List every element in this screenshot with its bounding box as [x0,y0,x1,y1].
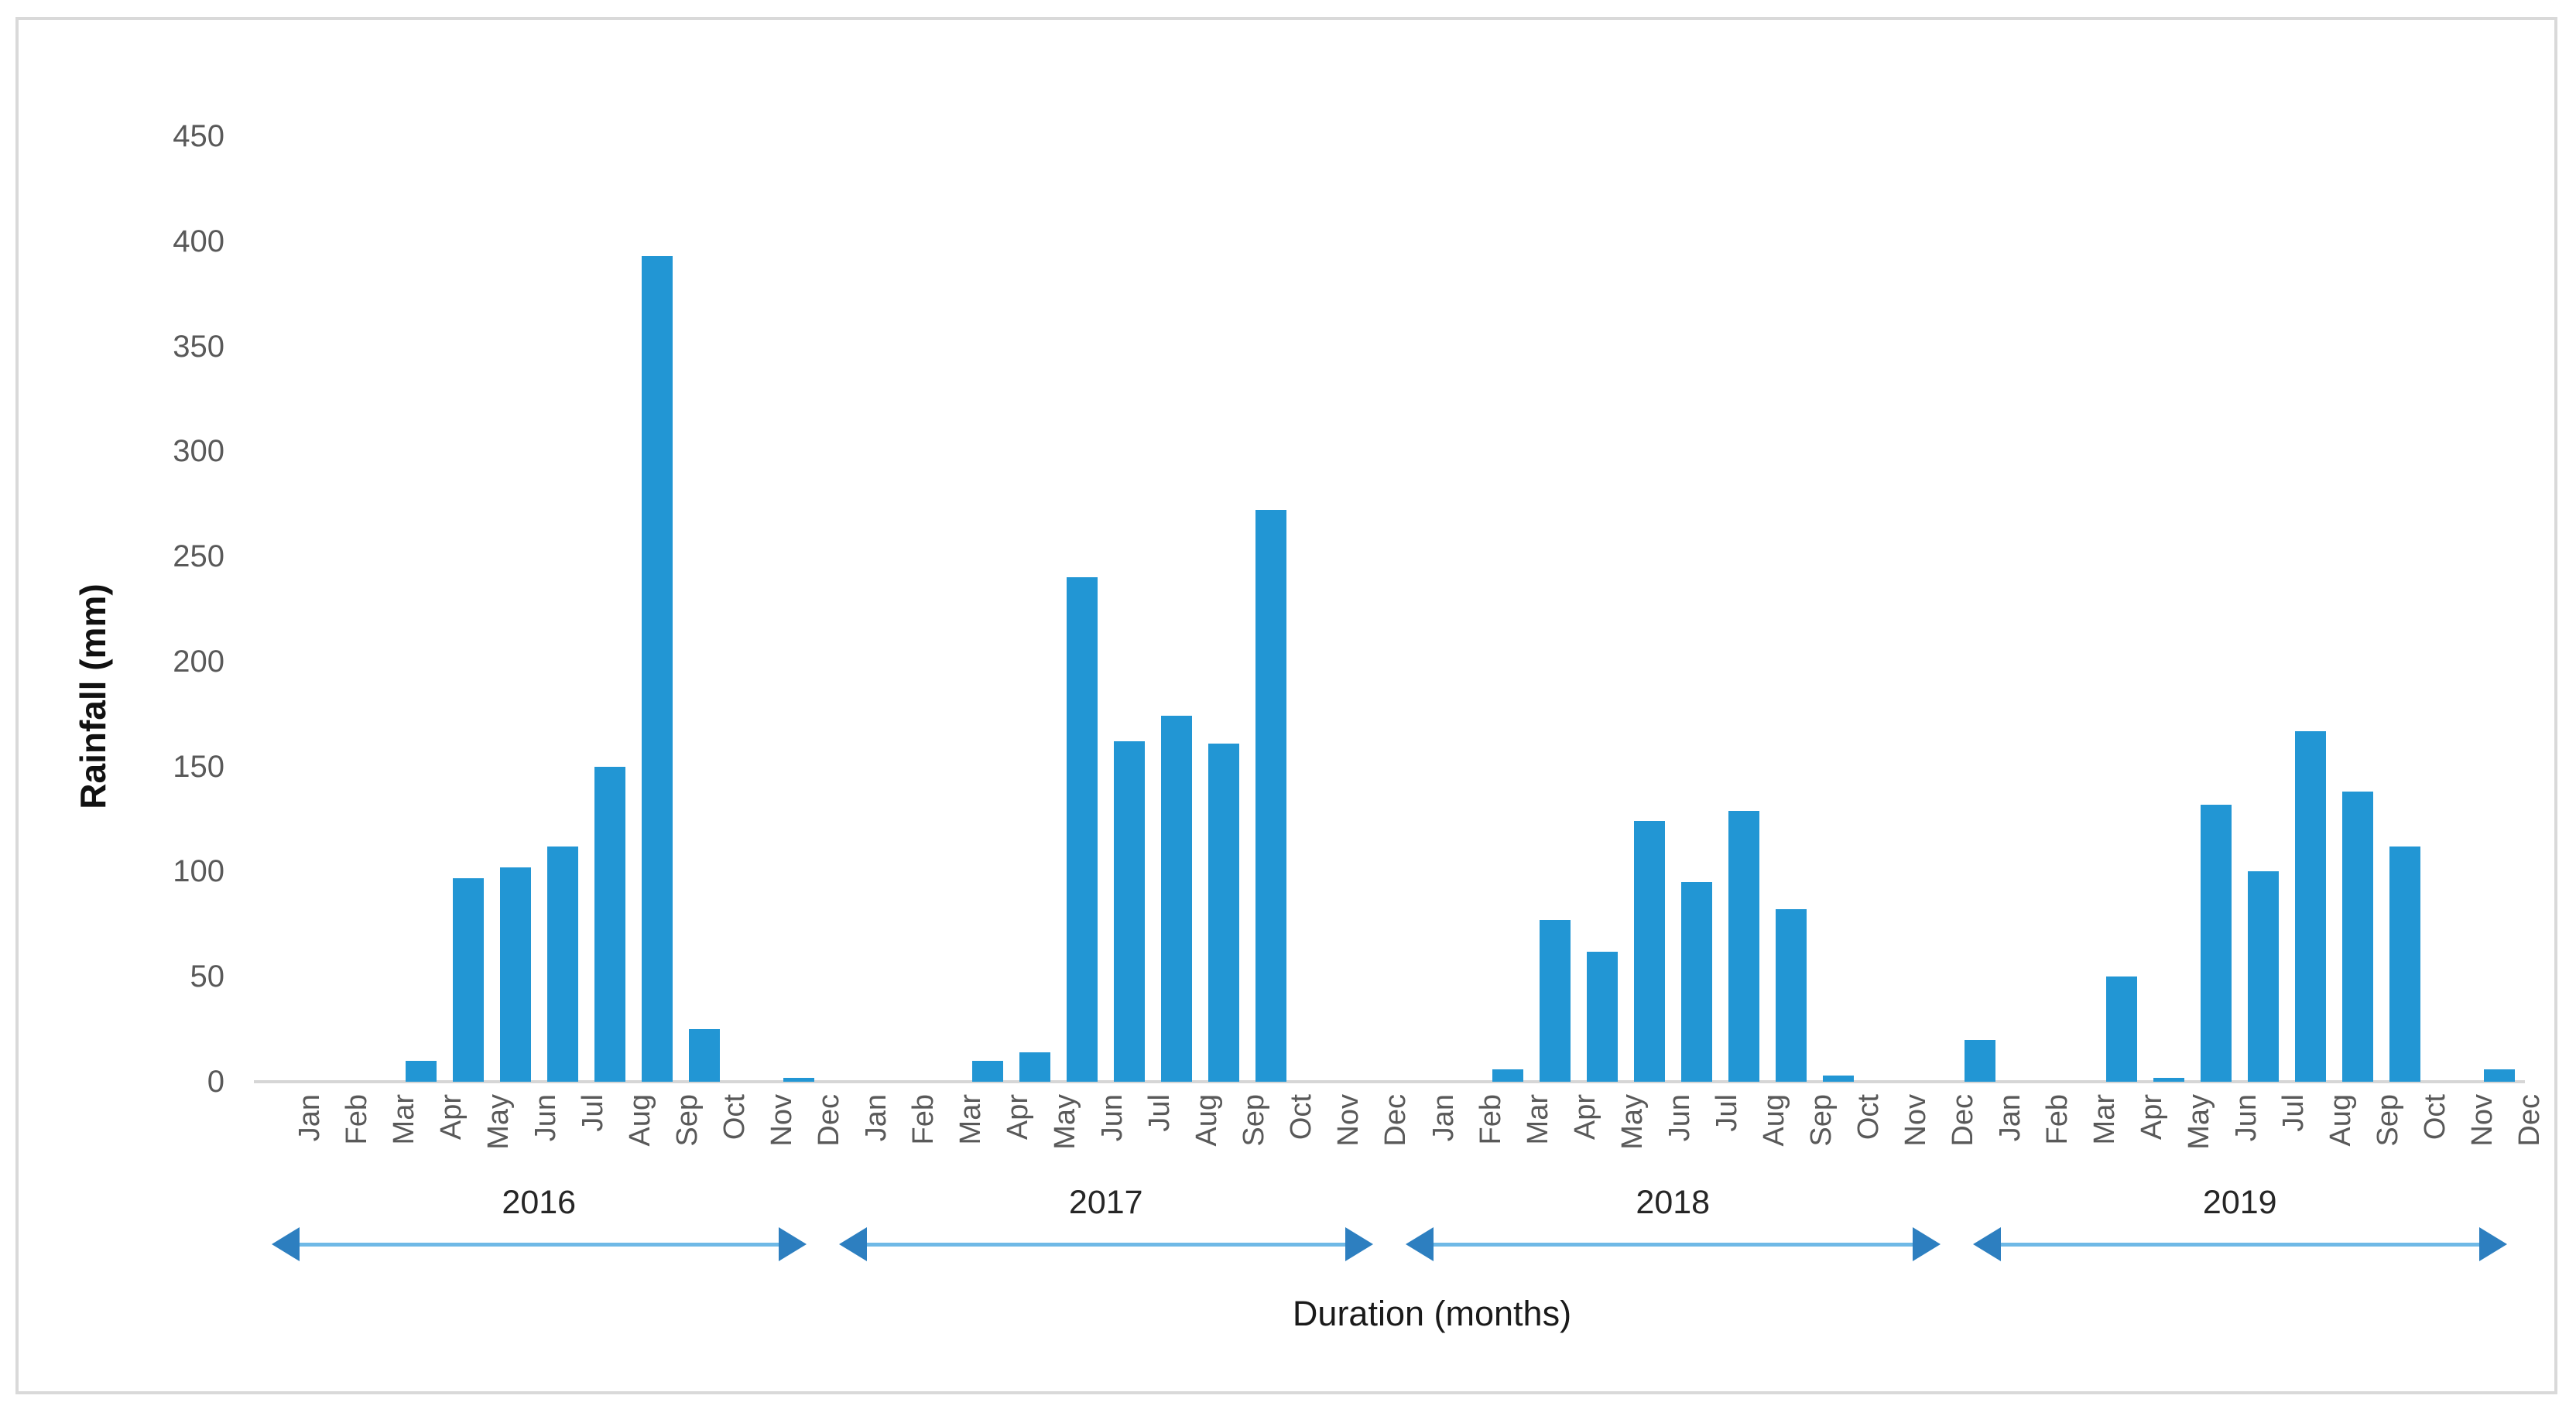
month-label: Sep [670,1094,704,1147]
year-range-arrow [862,1243,1350,1247]
month-label: Jan [1427,1094,1460,1142]
bar-2019-Oct [2389,847,2421,1082]
month-label: Jan [860,1094,893,1142]
month-label: Feb [340,1094,373,1145]
month-label: Oct [1285,1094,1318,1141]
bar-2019-Jun [2201,805,2232,1082]
bar-2017-Apr [972,1061,1004,1082]
bar-2017-Jun [1067,577,1098,1082]
month-label: Oct [2419,1094,2452,1141]
year-label: 2018 [1636,1184,1711,1221]
y-axis-tick-label: 0 [207,1065,224,1099]
bar-2016-Jun [499,867,531,1082]
bar-2018-Sep [1775,909,1807,1082]
month-label: Mar [1521,1094,1554,1145]
bar-2018-Oct [1822,1076,1854,1082]
bar-2018-Mar [1492,1069,1523,1082]
bar-2018-Aug [1728,811,1759,1082]
month-label: Sep [1238,1094,1271,1147]
x-axis-line [254,1080,2525,1083]
year-range-arrow [1429,1243,1917,1247]
month-label: Sep [1804,1094,1838,1147]
month-label: Oct [1852,1094,1885,1141]
bar-2018-Jun [1633,821,1665,1082]
month-label: Feb [1474,1094,1507,1145]
bar-2016-Aug [594,767,625,1082]
year-label: 2019 [2202,1184,2277,1221]
month-label: Oct [718,1094,751,1141]
arrow-right-icon [778,1227,807,1261]
year-range-arrow [295,1243,783,1247]
x-axis-title: Duration (months) [1292,1294,1572,1333]
month-label: Nov [1332,1094,1365,1147]
month-label: Feb [2041,1094,2074,1145]
y-axis-tick-label: 350 [173,329,224,364]
bar-2018-Apr [1539,920,1571,1082]
bar-2019-Aug [2295,731,2327,1082]
month-label: Feb [907,1094,940,1145]
y-axis-tick-label: 250 [173,539,224,574]
arrow-right-icon [1345,1227,1373,1261]
bar-2017-Sep [1208,744,1240,1082]
bar-2017-Jul [1114,741,1146,1082]
y-axis-tick-label: 100 [173,854,224,889]
arrow-left-icon [1406,1227,1434,1261]
bar-2018-Jul [1680,882,1712,1082]
y-axis-tick-label: 450 [173,119,224,153]
month-label: Dec [1379,1094,1413,1147]
bar-2017-Aug [1161,716,1193,1082]
y-axis-tick-label: 150 [173,749,224,784]
year-label: 2016 [502,1184,577,1221]
bar-2019-May [2153,1078,2185,1082]
arrow-right-icon [1912,1227,1941,1261]
bar-2016-Sep [641,256,673,1082]
bar-2019-Apr [2106,976,2138,1082]
month-label: Jan [1994,1094,2027,1142]
bar-2016-Oct [688,1029,720,1082]
bar-2017-Oct [1255,510,1287,1082]
year-range-arrow [1995,1243,2484,1247]
y-axis-tick-label: 300 [173,434,224,469]
month-label: Nov [2466,1094,2499,1147]
bar-2016-Jul [546,847,578,1082]
month-label: Jan [293,1094,326,1142]
month-label: Mar [387,1094,420,1145]
month-label: Sep [2372,1094,2405,1147]
month-label: Mar [954,1094,988,1145]
month-label: Dec [2513,1094,2547,1147]
arrow-left-icon [838,1227,867,1261]
bar-2019-Sep [2342,792,2374,1082]
bar-2018-May [1586,952,1618,1082]
arrow-right-icon [2479,1227,2507,1261]
bar-2019-Jan [1965,1040,1996,1082]
month-label: Nov [765,1094,798,1147]
y-axis-tick-label: 50 [190,959,225,994]
year-label: 2017 [1068,1184,1143,1221]
y-axis-tick-label: 400 [173,224,224,258]
bar-2017-May [1019,1052,1051,1082]
bar-2016-Dec [783,1078,814,1082]
bar-2016-May [452,878,484,1082]
bar-2019-Dec [2484,1069,2516,1082]
arrow-left-icon [1972,1227,2001,1261]
bar-2016-Apr [405,1061,437,1082]
bar-2019-Jul [2248,871,2280,1082]
month-label: Mar [2088,1094,2122,1145]
month-label: Dec [812,1094,845,1147]
arrow-left-icon [272,1227,300,1261]
y-axis-tick-label: 200 [173,644,224,679]
month-label: Nov [1899,1094,1932,1147]
month-label: Dec [1946,1094,1979,1147]
